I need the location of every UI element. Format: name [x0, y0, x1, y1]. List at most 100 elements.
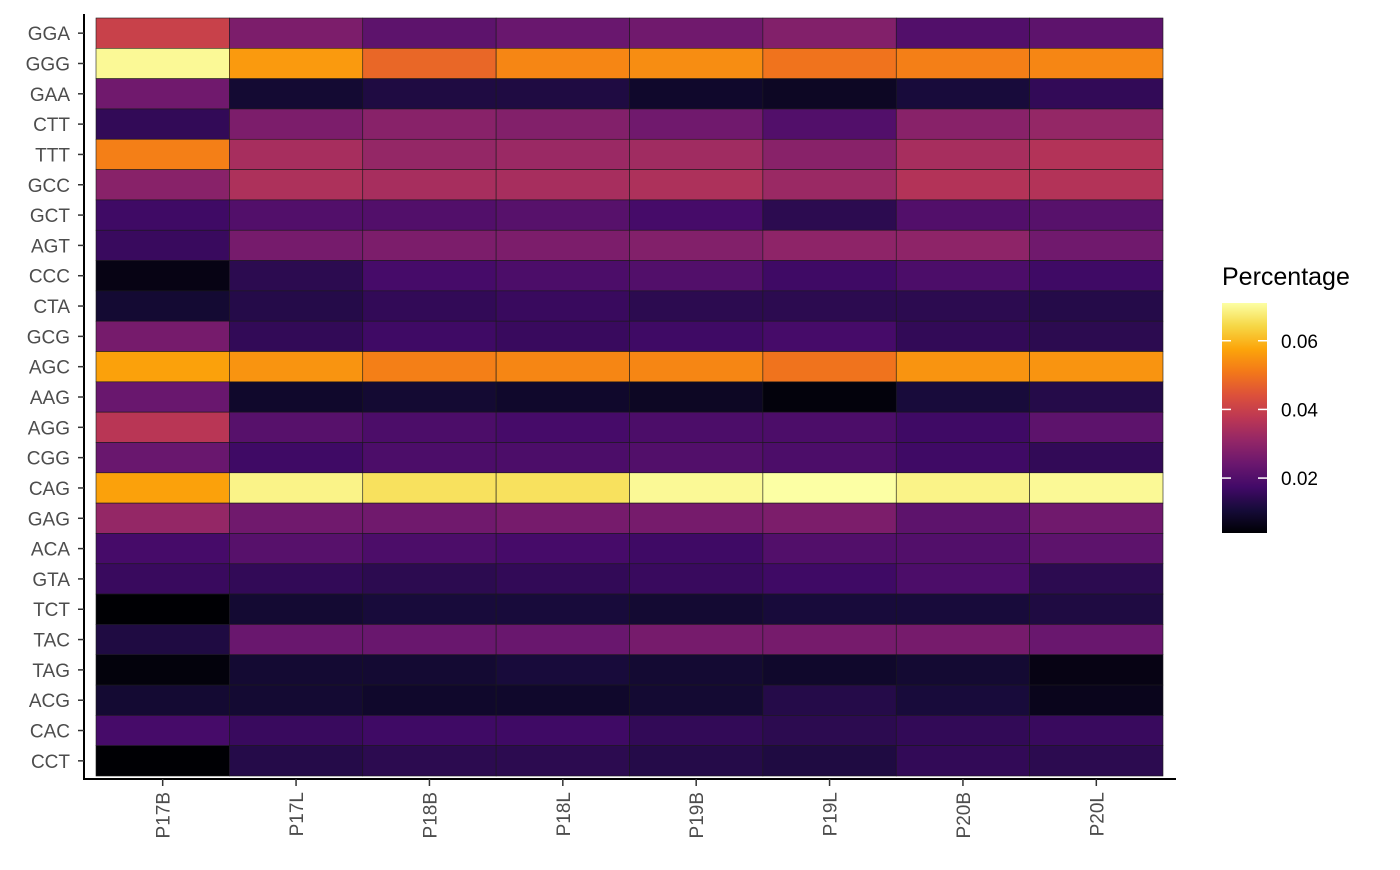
heatmap-cell-AGC-P20B	[895, 351, 1030, 383]
heatmap-cell-CCT-P19B	[629, 745, 764, 777]
heatmap-cell-GCC-P19B	[629, 169, 764, 201]
heatmap-cell-AGT-P20B	[895, 229, 1030, 261]
heatmap-cell-ACG-P18L	[495, 684, 630, 716]
heatmap-cell-AGT-P19B	[629, 229, 764, 261]
heatmap-cell-TCT-P20L	[1029, 593, 1164, 625]
heatmap-cell-ACA-P20B	[895, 533, 1030, 565]
x-tick-label: P17B	[154, 792, 175, 838]
heatmap-cell-CAG-P18B	[362, 472, 497, 504]
x-tick-label: P20L	[1087, 792, 1108, 836]
heatmap-cell-GGA-P17L	[229, 17, 364, 49]
heatmap-cell-GCG-P19L	[762, 320, 897, 352]
heatmap-cell-GTA-P17B	[95, 563, 230, 595]
heatmap-cell-AAG-P17B	[95, 381, 230, 413]
y-tick-label: CGG	[27, 449, 70, 470]
heatmap-cell-GCG-P20L	[1029, 320, 1164, 352]
heatmap-cell-TAC-P19B	[629, 624, 764, 656]
x-tick-label: P19B	[687, 792, 708, 838]
heatmap-cell-GCG-P17L	[229, 320, 364, 352]
heatmap-cell-CAG-P17L	[229, 472, 364, 504]
heatmap-cell-TTT-P18B	[362, 138, 497, 170]
heatmap-cell-GGG-P17L	[229, 48, 364, 79]
heatmap-cell-TAC-P20B	[895, 624, 1030, 656]
heatmap-cell-GTA-P18B	[362, 563, 497, 595]
y-axis-ticks: GGA GGG GAA CTT TTT GCC GCT AGT CCC CTA GCG AGC AAG A…	[26, 24, 84, 773]
x-tick-label: P20B	[954, 792, 975, 838]
heatmap-cell-GAA-P17B	[95, 78, 230, 110]
heatmap-cell-TCT-P20B	[895, 593, 1030, 625]
y-tick-label: TAC	[33, 631, 70, 652]
heatmap-cell-AAG-P19B	[629, 381, 764, 413]
heatmap-cell-CTT-P17L	[229, 108, 364, 140]
heatmap-cell-CAC-P17L	[229, 715, 364, 746]
heatmap-cell-GTA-P20L	[1029, 563, 1164, 595]
heatmap-cell-ACA-P19B	[629, 533, 764, 565]
heatmap-cell-AAG-P18L	[495, 381, 630, 413]
heatmap-cell-TAC-P18B	[362, 624, 497, 656]
heatmap-cell-CAC-P17B	[95, 715, 230, 746]
y-tick-label: AGG	[28, 418, 70, 439]
heatmap-cell-AGC-P20L	[1029, 351, 1164, 383]
heatmap-cell-TAG-P18B	[362, 654, 497, 686]
y-tick-label: TAG	[32, 661, 70, 682]
heatmap-cell-GAA-P17L	[229, 78, 364, 110]
heatmap-cell-ACA-P18B	[362, 533, 497, 565]
heatmap-cell-AAG-P19L	[762, 381, 897, 413]
heatmap-cell-CCC-P19B	[629, 260, 764, 292]
heatmap-cell-CCT-P18L	[495, 745, 630, 777]
heatmap-cell-TAG-P20L	[1029, 654, 1164, 686]
heatmap-cell-GAG-P18B	[362, 502, 497, 534]
heatmap-cell-CCC-P20L	[1029, 260, 1164, 292]
heatmap-cell-GAA-P18L	[495, 78, 630, 110]
legend-ticks: 0.02 0.04 0.06	[1222, 332, 1318, 490]
heatmap-cell-GCC-P17L	[229, 169, 364, 201]
heatmap-cell-GGA-P19B	[629, 17, 764, 49]
heatmap-cell-GCG-P17B	[95, 320, 230, 352]
heatmap-cell-GTA-P17L	[229, 563, 364, 595]
heatmap-cell-GAG-P17L	[229, 502, 364, 534]
heatmap-cell-GGA-P19L	[762, 17, 897, 49]
heatmap-cell-GGG-P17B	[95, 48, 230, 79]
x-tick-label: P18L	[554, 792, 575, 836]
heatmap-cell-CAC-P19L	[762, 715, 897, 746]
y-tick-label: CTT	[33, 115, 70, 136]
heatmap-cell-GGA-P20L	[1029, 17, 1164, 49]
heatmap-cell-GAG-P20L	[1029, 502, 1164, 534]
heatmap-cell-ACG-P18B	[362, 684, 497, 716]
y-tick-label: GGA	[28, 24, 71, 45]
heatmap-cell-AAG-P20B	[895, 381, 1030, 413]
y-tick-label: ACA	[31, 540, 70, 561]
heatmap-cell-GCT-P18B	[362, 199, 497, 231]
heatmap-cell-TTT-P19B	[629, 138, 764, 170]
heatmap-cell-GCG-P18B	[362, 320, 497, 352]
heatmap-cell-AGG-P17B	[95, 411, 230, 443]
y-tick-label: TCT	[33, 600, 70, 621]
heatmap-cell-AAG-P17L	[229, 381, 364, 413]
heatmap-cell-GTA-P19B	[629, 563, 764, 595]
heatmap-cell-GGA-P17B	[95, 17, 230, 49]
y-tick-label: CTA	[33, 297, 70, 318]
x-axis-ticks: P17B P17L P18B P18L P19B P19L P20B P20L	[154, 779, 1108, 838]
heatmap-cell-GTA-P20B	[895, 563, 1030, 595]
heatmap-cell-AGC-P19L	[762, 351, 897, 383]
heatmap-cell-GAA-P20L	[1029, 78, 1164, 110]
heatmap-cell-GAG-P20B	[895, 502, 1030, 534]
heatmap-cell-GCC-P17B	[95, 169, 230, 201]
heatmap-cell-CGG-P17L	[229, 442, 364, 474]
heatmap-cell-CGG-P18B	[362, 442, 497, 474]
heatmap-cell-GGA-P18B	[362, 17, 497, 49]
heatmap-cell-CCT-P17L	[229, 745, 364, 777]
heatmap-cell-GGG-P18L	[495, 48, 630, 79]
heatmap-cell-GAA-P18B	[362, 78, 497, 110]
heatmap-cell-CCC-P20B	[895, 260, 1030, 292]
heatmap-cell-TCT-P17B	[95, 593, 230, 625]
heatmap-cell-AGC-P18B	[362, 351, 497, 383]
heatmap-cell-CGG-P20L	[1029, 442, 1164, 474]
heatmap-cell-AGG-P19B	[629, 411, 764, 443]
heatmap-cell-CTA-P20L	[1029, 290, 1164, 322]
heatmap-cell-GCT-P19B	[629, 199, 764, 231]
heatmap-cell-GAA-P19B	[629, 78, 764, 110]
heatmap-cell-AAG-P18B	[362, 381, 497, 413]
heatmap-cell-GTA-P19L	[762, 563, 897, 595]
y-tick-label: GCC	[28, 176, 70, 197]
